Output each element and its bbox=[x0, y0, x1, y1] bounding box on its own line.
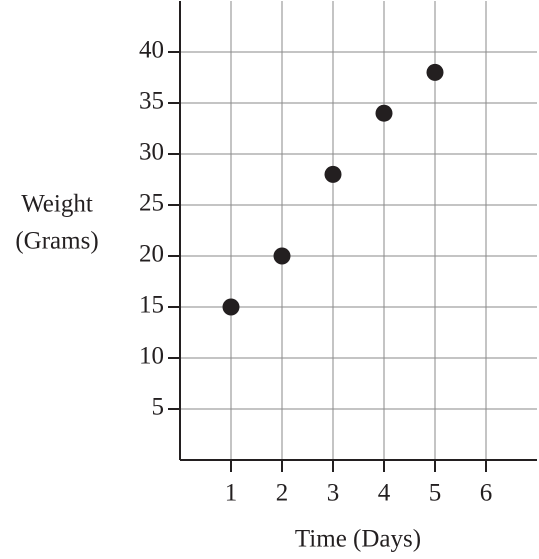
x-tick-label: 2 bbox=[276, 480, 289, 507]
x-tick-label: 4 bbox=[378, 480, 391, 507]
x-tick-label: 1 bbox=[225, 480, 238, 507]
y-axis-label: Weight bbox=[21, 191, 93, 218]
point bbox=[324, 165, 342, 183]
point bbox=[273, 247, 291, 265]
point bbox=[426, 63, 444, 81]
y-tick-label: 5 bbox=[152, 394, 165, 421]
point bbox=[222, 298, 240, 316]
y-tick-label: 40 bbox=[139, 37, 164, 64]
y-tick-label: 25 bbox=[139, 190, 164, 217]
y-tick-label: 35 bbox=[139, 88, 164, 115]
x-tick-label: 6 bbox=[480, 480, 493, 507]
y-tick-label: 20 bbox=[139, 241, 164, 268]
y-tick-label: 10 bbox=[139, 343, 164, 370]
y-tick-label: 15 bbox=[139, 292, 164, 319]
y-axis-label: (Grams) bbox=[15, 228, 98, 255]
y-tick-label: 30 bbox=[139, 139, 164, 166]
x-axis-label: Time (Days) bbox=[295, 526, 421, 553]
point bbox=[375, 104, 393, 122]
x-tick-label: 3 bbox=[327, 480, 340, 507]
x-tick-label: 5 bbox=[429, 480, 442, 507]
